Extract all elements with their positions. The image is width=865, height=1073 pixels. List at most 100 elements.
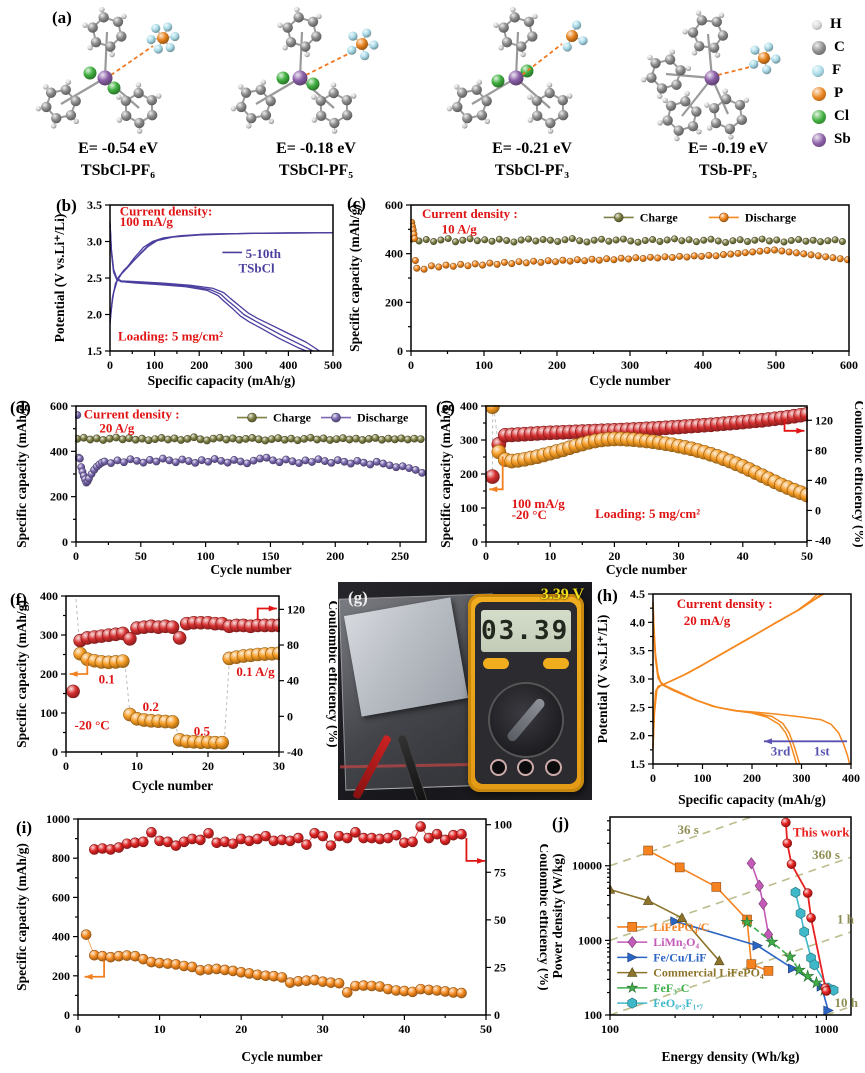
svg-text:120: 120 xyxy=(815,413,833,427)
svg-text:80: 80 xyxy=(287,638,299,652)
panel-d-tag: (d) xyxy=(10,398,31,417)
svg-text:25: 25 xyxy=(494,960,506,974)
svg-text:Current density :: Current density : xyxy=(84,407,180,422)
svg-text:200: 200 xyxy=(460,467,478,481)
svg-text:400: 400 xyxy=(50,444,68,458)
svg-text:40: 40 xyxy=(287,674,299,688)
molecule-3-energy: E= -0.21 eV xyxy=(492,140,572,157)
pouch-cell xyxy=(343,597,469,717)
svg-text:TSbCl: TSbCl xyxy=(238,261,275,276)
svg-text:0: 0 xyxy=(52,745,58,759)
svg-text:30: 30 xyxy=(273,759,285,773)
svg-text:20: 20 xyxy=(608,549,620,563)
svg-text:10 h: 10 h xyxy=(834,995,858,1010)
panel-b-tag: (b) xyxy=(56,196,77,215)
atom-legend-item-H: H xyxy=(812,16,842,33)
chart-h-pouch-voltage-profiles: 0 100 200 300 400 Specific capacity (mAh/g) 1.… xyxy=(593,580,863,817)
svg-text:10: 10 xyxy=(154,1022,166,1036)
svg-text:30: 30 xyxy=(673,549,685,563)
svg-text:600: 600 xyxy=(840,358,858,372)
panel-g-tag: (g) xyxy=(348,588,368,607)
svg-text:200: 200 xyxy=(50,490,68,504)
svg-text:3.5: 3.5 xyxy=(87,198,102,212)
svg-text:400: 400 xyxy=(460,399,478,413)
chart-c-cycling-10Ag: 0 100 200 300 400 500 600 Cycle number 0 200 400 60… xyxy=(345,193,863,398)
svg-text:75: 75 xyxy=(494,865,506,879)
svg-text:0: 0 xyxy=(63,759,69,773)
chart-f-rate-lowtemp: 0 10 20 30 Cycle number 0 100 200 300 400 Specific… xyxy=(12,582,341,803)
svg-text:3.5: 3.5 xyxy=(630,644,645,658)
svg-text:Specific capacity (mAh/g): Specific capacity (mAh/g) xyxy=(438,400,453,548)
svg-text:Power density (W/kg): Power density (W/kg) xyxy=(550,854,565,979)
svg-text:50: 50 xyxy=(135,549,147,563)
svg-text:Cycle number: Cycle number xyxy=(210,562,291,577)
svg-text:200: 200 xyxy=(190,358,208,372)
svg-text:500: 500 xyxy=(767,358,785,372)
svg-text:100: 100 xyxy=(197,549,215,563)
svg-text:0: 0 xyxy=(650,771,656,785)
pouch-cell-photo: 03.39 (g) 3.39 V xyxy=(338,582,592,800)
svg-text:200: 200 xyxy=(385,295,403,309)
svg-text:100: 100 xyxy=(40,706,58,720)
svg-text:Discharge: Discharge xyxy=(745,210,797,224)
svg-text:400: 400 xyxy=(842,771,860,785)
voltage-reading: 3.39 V xyxy=(540,586,584,603)
svg-text:0: 0 xyxy=(73,549,79,563)
svg-text:100: 100 xyxy=(494,818,512,832)
svg-text:100: 100 xyxy=(146,358,164,372)
svg-text:LiFePO₄/C: LiFePO₄/C xyxy=(653,920,709,934)
svg-text:Specific capacity (mAh/g): Specific capacity (mAh/g) xyxy=(678,792,826,807)
svg-text:36 s: 36 s xyxy=(677,822,698,837)
svg-text:30: 30 xyxy=(317,1022,329,1036)
svg-text:Loading: 5 mg/cm²: Loading: 5 mg/cm² xyxy=(118,328,223,343)
svg-text:Commercial LiFePO₄: Commercial LiFePO₄ xyxy=(653,966,764,980)
svg-text:Cycle number: Cycle number xyxy=(606,562,687,577)
svg-text:4.5: 4.5 xyxy=(630,587,645,601)
molecule-2-energy: E= -0.18 eV xyxy=(276,140,356,157)
svg-text:100: 100 xyxy=(475,358,493,372)
atom-legend-label: P xyxy=(834,85,844,101)
svg-text:20: 20 xyxy=(202,759,214,773)
svg-text:Current density :: Current density : xyxy=(677,596,773,611)
svg-text:100: 100 xyxy=(601,1022,619,1036)
chart-b-voltage-profiles: 0 100 200 300 400 500 Specific capacity (mAh/g… xyxy=(50,193,345,398)
svg-text:120: 120 xyxy=(287,602,305,616)
svg-text:Loading: 5 mg/cm²: Loading: 5 mg/cm² xyxy=(595,506,700,521)
svg-text:-40: -40 xyxy=(815,533,831,547)
atom-legend-label: Sb xyxy=(834,131,851,147)
svg-text:80: 80 xyxy=(815,443,827,457)
multimeter-jack xyxy=(492,761,506,774)
svg-text:600: 600 xyxy=(50,399,68,413)
svg-text:0: 0 xyxy=(815,503,821,517)
svg-text:2.5: 2.5 xyxy=(630,700,645,714)
multimeter-jack xyxy=(519,761,533,774)
atom-Sb-icon xyxy=(812,132,826,147)
svg-text:20 mA/g: 20 mA/g xyxy=(684,613,731,628)
atom-legend-item-P: P xyxy=(812,85,843,102)
svg-text:100 mA/g: 100 mA/g xyxy=(120,214,174,229)
panel-f-tag: (f) xyxy=(10,590,27,609)
multimeter-face: 03.39 xyxy=(475,602,577,784)
svg-text:150: 150 xyxy=(261,549,279,563)
svg-text:20: 20 xyxy=(235,1022,247,1036)
svg-text:5-10th: 5-10th xyxy=(246,246,282,261)
svg-text:50: 50 xyxy=(801,549,813,563)
svg-text:0: 0 xyxy=(397,344,403,358)
svg-text:400: 400 xyxy=(385,247,403,261)
panel-i-tag: (i) xyxy=(16,818,33,837)
svg-text:Coulombic efficiency (%): Coulombic efficiency (%) xyxy=(326,601,337,748)
svg-text:360 s: 360 s xyxy=(812,847,840,862)
svg-text:300: 300 xyxy=(235,358,253,372)
chart-i-pouch-cycling: 0 10 20 30 40 50 Cycle number 0 200 400 600 800 1000… xyxy=(12,803,552,1073)
svg-text:1 h: 1 h xyxy=(837,912,855,927)
svg-text:4.0: 4.0 xyxy=(630,615,645,629)
svg-text:1000: 1000 xyxy=(814,1022,838,1036)
svg-text:10: 10 xyxy=(131,759,143,773)
svg-text:3.0: 3.0 xyxy=(87,235,102,249)
atom-legend-item-F: F xyxy=(812,62,841,79)
svg-text:Charge: Charge xyxy=(640,210,679,224)
svg-text:-40: -40 xyxy=(287,745,303,759)
svg-text:400: 400 xyxy=(52,930,70,944)
svg-text:Specific capacity (mAh/g): Specific capacity (mAh/g) xyxy=(148,373,296,388)
